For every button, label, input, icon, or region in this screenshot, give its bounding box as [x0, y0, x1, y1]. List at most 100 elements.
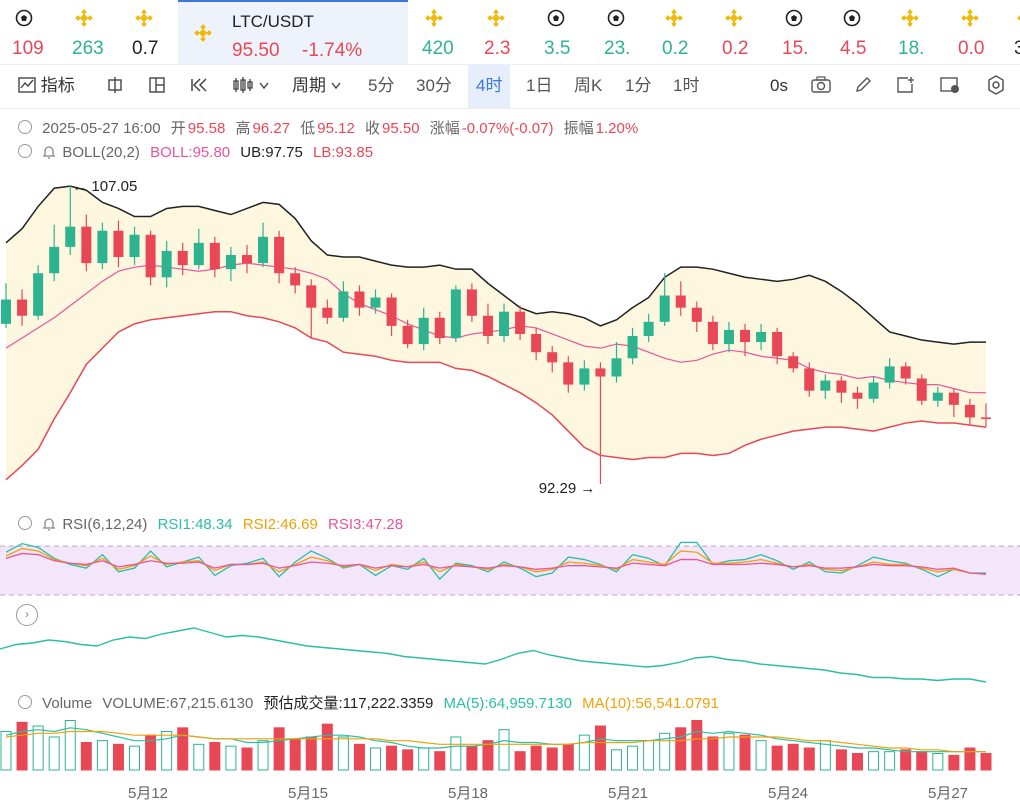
x-axis-label: 5月12 — [128, 785, 168, 802]
candle-body — [418, 317, 429, 345]
ticker-item[interactable]: 18. — [896, 0, 948, 64]
estimated-volume: 预估成交量:117,222.3359 — [263, 695, 434, 712]
binance-diamond-icon-right — [677, 15, 683, 21]
chart-type-dropdown[interactable] — [232, 64, 269, 108]
ticker-item[interactable]: 109 — [10, 0, 62, 64]
ticker-item[interactable]: 4.5 — [838, 0, 890, 64]
toggle-circle-icon[interactable] — [18, 144, 32, 158]
ticker-item[interactable]: 0.2 — [660, 0, 712, 64]
rsi-name: RSI(6,12,24) — [62, 516, 148, 533]
change-label: 涨幅 — [429, 120, 460, 137]
chevron-down-icon — [259, 82, 269, 90]
ticker-item[interactable]: 2.3 — [482, 0, 534, 64]
interval-1m[interactable]: 1分 — [625, 76, 652, 95]
interval-4h[interactable]: 4时 — [468, 64, 511, 108]
interval-30m[interactable]: 30分 — [416, 76, 452, 95]
volume-bar — [321, 723, 333, 771]
volume-bar — [755, 740, 767, 771]
pencil-icon[interactable] — [854, 64, 872, 108]
volume-bar — [305, 736, 317, 771]
toggle-circle-icon[interactable] — [18, 516, 32, 530]
layout-icon[interactable] — [148, 64, 166, 108]
volume-bar — [145, 734, 157, 771]
candle-body — [402, 325, 413, 345]
candle-body — [81, 226, 92, 264]
candle-body — [450, 289, 461, 339]
ticker-item[interactable]: 0.0 — [956, 0, 1008, 64]
soccer-ball-icon-center — [613, 15, 619, 21]
ticker-price: 263 — [72, 38, 104, 59]
volume-bar — [771, 745, 783, 771]
binance-diamond-icon-left — [425, 15, 431, 21]
volume-value: VOLUME:67,215.6130 — [102, 695, 254, 712]
binance-diamond-icon — [194, 24, 212, 42]
period-dropdown[interactable]: 周期 — [292, 64, 341, 108]
fullscreen-icon[interactable] — [940, 64, 960, 108]
candle-style-icon[interactable] — [106, 64, 124, 108]
candle-body — [820, 380, 831, 391]
volume-bar — [691, 720, 703, 771]
ticker-item[interactable]: 15. — [780, 0, 832, 64]
toggle-circle-icon[interactable] — [18, 695, 32, 709]
candle-body — [547, 352, 558, 363]
ticker-price: 0.2 — [662, 38, 689, 59]
binance-diamond-icon-left — [901, 15, 907, 21]
indicators-button[interactable]: 指标 — [18, 64, 75, 108]
ticker-item[interactable]: 3 — [1012, 0, 1020, 64]
interval-1d[interactable]: 1日 — [526, 76, 553, 95]
candle-body — [611, 358, 622, 377]
volume-bar — [96, 740, 108, 771]
interval-1w[interactable]: 周K — [574, 76, 603, 95]
candle-body — [772, 331, 783, 357]
camera-icon[interactable] — [811, 64, 831, 108]
settings-gear-icon[interactable] — [986, 64, 1006, 108]
ticker-item[interactable]: 263 — [70, 0, 122, 64]
volume-bar — [675, 727, 687, 771]
binance-diamond-icon-left — [135, 15, 141, 21]
interval-5m[interactable]: 5分 — [368, 76, 395, 95]
candle-body — [386, 297, 397, 326]
binance-diamond-icon-right — [87, 15, 93, 21]
bell-icon[interactable] — [42, 145, 56, 159]
add-drawing-icon[interactable] — [896, 64, 916, 108]
volume-bar — [514, 751, 526, 771]
replay-icon[interactable] — [190, 64, 210, 108]
ticker-item[interactable]: 420 — [420, 0, 472, 64]
interval-1h[interactable]: 1时 — [673, 76, 700, 95]
candle-body — [129, 234, 140, 258]
amplitude-value: 1.20% — [595, 120, 639, 137]
ticker-item[interactable]: 0.7 — [130, 0, 182, 64]
ticker-item[interactable]: 23. — [602, 0, 654, 64]
binance-diamond-icon — [79, 13, 89, 23]
volume-ma5-line — [5, 727, 986, 753]
chevron-down-icon — [331, 82, 341, 90]
bell-icon[interactable] — [42, 517, 56, 531]
volume-bar — [32, 725, 44, 771]
close-value: 95.50 — [382, 120, 420, 137]
expand-indicator-icon[interactable]: › — [16, 604, 38, 626]
binance-diamond-icon — [729, 13, 739, 23]
binance-diamond-icon-right — [206, 30, 212, 36]
boll-middle-line — [5, 262, 986, 394]
volume-bar — [610, 749, 622, 771]
candle-body — [97, 230, 108, 264]
binance-diamond-icon-top — [81, 9, 87, 15]
binance-diamond-icon-bottom — [200, 36, 206, 42]
change-value: -0.07%(-0.07) — [461, 120, 554, 137]
volume-bar — [402, 749, 414, 771]
toggle-circle-icon[interactable] — [18, 120, 32, 134]
volume-bar — [337, 736, 349, 771]
volume-bar — [0, 731, 12, 771]
ticker-item[interactable]: 0.2 — [720, 0, 772, 64]
candle-body — [691, 307, 702, 322]
candle-body — [306, 285, 317, 308]
volume-bar — [530, 745, 542, 771]
volume-bar — [177, 727, 189, 771]
binance-diamond-icon-right — [147, 15, 153, 21]
volume-bar — [980, 753, 992, 771]
active-ticker[interactable]: LTC/USDT 95.50 -1.74% — [178, 0, 408, 64]
binance-diamond-icon-right — [737, 15, 743, 21]
ticker-item[interactable]: 3.5 — [542, 0, 594, 64]
volume-bar — [964, 747, 976, 771]
binance-diamond-icon-top — [671, 9, 677, 15]
